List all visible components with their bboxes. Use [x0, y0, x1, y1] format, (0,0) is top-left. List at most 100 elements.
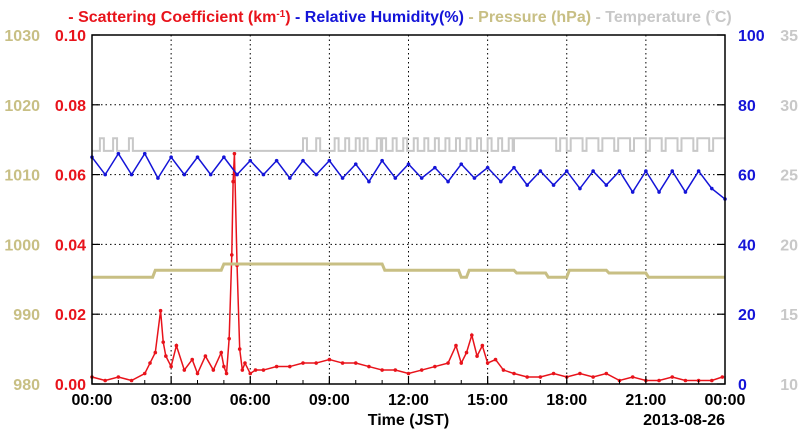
x-tick-label: 18:00	[546, 392, 587, 409]
humidity-series-point	[696, 169, 701, 173]
scattering-series-point	[367, 364, 371, 369]
pressure-tick-label: 1020	[4, 98, 40, 115]
x-tick-label: 00:00	[72, 392, 113, 409]
scattering-series-point	[657, 378, 661, 383]
humidity-series-point	[670, 169, 675, 173]
humidity-series-point	[419, 176, 424, 180]
scattering-tick-label: 0.06	[55, 168, 86, 185]
humidity-series-point	[683, 190, 688, 194]
temperature-tick-label: 20	[780, 237, 798, 254]
scattering-series-point	[459, 361, 464, 365]
scattering-series-point	[288, 364, 292, 369]
legend-superscript: -1	[276, 9, 285, 20]
scattering-series-point	[551, 371, 556, 376]
humidity-series-point	[367, 179, 371, 184]
humidity-axis: 0 20 40 60 80 100	[717, 28, 765, 394]
humidity-series-point	[208, 172, 213, 177]
scattering-series-line	[91, 153, 723, 382]
scattering-series-point	[301, 361, 305, 365]
humidity-series-point	[525, 183, 529, 187]
grid	[92, 35, 725, 384]
scattering-tick-label: 0.00	[55, 377, 86, 394]
humidity-tick-label: 0	[738, 377, 747, 394]
pressure-tick-label: 980	[13, 377, 40, 394]
x-tick-label: 21:00	[625, 392, 666, 409]
x-tick-label: 06:00	[230, 392, 271, 409]
humidity-series-point	[591, 169, 595, 173]
humidity-series-point	[472, 176, 477, 180]
humidity-series-point	[630, 190, 635, 194]
scattering-series-point	[203, 354, 208, 358]
humidity-series-point	[129, 172, 134, 177]
temperature-tick-label: 25	[780, 168, 798, 185]
scattering-series-point	[232, 151, 237, 156]
scattering-series-point	[591, 375, 595, 379]
scattering-series-point	[211, 368, 216, 372]
humidity-series-point	[604, 183, 609, 187]
pressure-axis: 980 990 1000 1010 1020 1030	[4, 28, 40, 394]
scattering-series-point	[406, 371, 411, 376]
humidity-series-point	[301, 158, 305, 163]
humidity-series-point	[235, 172, 239, 177]
scattering-axis: 0.00 0.02 0.04 0.06 0.08 0.10	[55, 28, 100, 394]
humidity-series-point	[406, 162, 411, 166]
temperature-tick-label: 10	[780, 377, 798, 394]
scattering-series-point	[195, 371, 200, 376]
scattering-series-point	[720, 375, 725, 379]
scattering-series-point	[274, 364, 279, 369]
temperature-tick-label: 35	[780, 28, 798, 45]
pressure-tick-label: 1010	[4, 168, 40, 185]
date-label: 2013-08-26	[643, 412, 725, 429]
scattering-series-point	[229, 253, 234, 257]
legend-item: - Relative Humidity(%)	[291, 9, 464, 26]
series-layer	[90, 137, 727, 383]
scattering-series-point	[710, 378, 714, 383]
scattering-series-point	[454, 343, 458, 348]
scattering-series-point	[222, 364, 226, 369]
scattering-series-point	[129, 378, 134, 383]
humidity-series-point	[578, 186, 582, 191]
humidity-series-point	[644, 169, 648, 173]
legend-item: - Pressure (hPa)	[464, 9, 591, 26]
humidity-series-point	[380, 158, 384, 163]
scattering-tick-label: 0.08	[55, 98, 86, 115]
scattering-series-point	[148, 361, 152, 365]
humidity-series-line	[91, 152, 726, 200]
humidity-tick-label: 40	[738, 237, 756, 254]
humidity-tick-label: 20	[738, 307, 756, 324]
legend: - Scattering Coefficient (km-1) - Relati…	[68, 9, 731, 27]
scattering-series-point	[243, 361, 247, 365]
humidity-series-point	[288, 176, 292, 180]
scattering-series-point	[485, 361, 490, 365]
humidity-tick-label: 100	[738, 28, 765, 45]
scattering-series-point	[224, 371, 229, 376]
humidity-series-point	[551, 183, 556, 187]
x-tick-label: 00:00	[705, 392, 746, 409]
temperature-axis: 10 15 20 25 30 35	[780, 28, 798, 394]
humidity-series-point	[617, 169, 622, 173]
scattering-series-point	[153, 350, 158, 355]
scattering-series-point	[493, 357, 498, 362]
scattering-series-point	[475, 354, 479, 358]
humidity-series-point	[340, 176, 345, 180]
time-axis: 00:00 03:00 06:00 09:00 12:00 15:00 18:00 21:00…	[72, 376, 746, 409]
scattering-series-point	[327, 357, 332, 362]
scattering-tick-label: 0.02	[55, 307, 86, 324]
scattering-series-point	[158, 308, 163, 313]
scattering-series-point	[174, 343, 179, 348]
scattering-series-point	[670, 375, 675, 379]
legend-item-tail: C)	[715, 9, 732, 26]
scattering-series-point	[182, 368, 187, 372]
humidity-series-point	[222, 155, 226, 159]
humidity-series-point	[512, 165, 516, 170]
humidity-series-point	[538, 169, 543, 173]
x-axis-label: Time (JST)	[368, 412, 450, 429]
humidity-series-point	[195, 155, 200, 159]
scattering-series-point	[231, 179, 235, 184]
scattering-series-point	[353, 361, 358, 365]
temperature-tick-label: 30	[780, 98, 798, 115]
scattering-series-point	[219, 350, 224, 355]
scattering-series-point	[464, 350, 469, 355]
humidity-series-point	[657, 190, 661, 194]
